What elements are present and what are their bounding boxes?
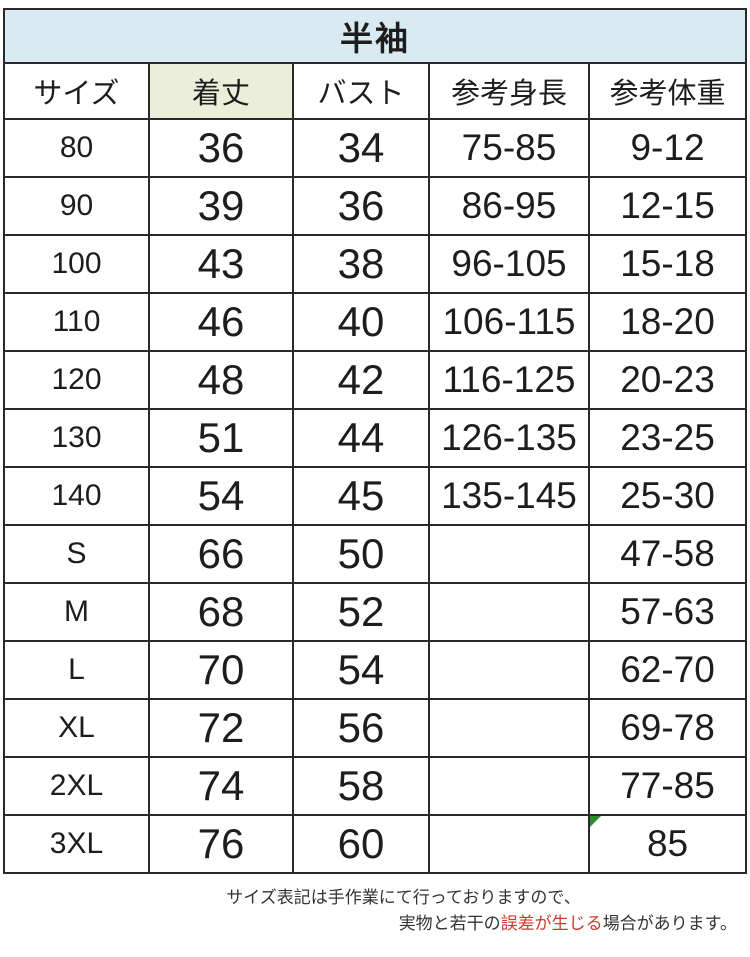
table-title-row: 半袖 bbox=[2, 8, 748, 64]
cell-height: 126-135 bbox=[428, 408, 590, 468]
cell-length: 74 bbox=[148, 756, 294, 816]
cell-height bbox=[428, 524, 590, 584]
cell-weight: 15-18 bbox=[587, 234, 748, 294]
cell-bust: 45 bbox=[292, 466, 430, 526]
table-row-80: 80 36 34 75-85 9-12 bbox=[3, 118, 748, 178]
cell-height bbox=[428, 640, 590, 700]
table-row-140: 140 54 45 135-145 25-30 bbox=[3, 466, 748, 526]
size-chart-table: 半袖 サイズ 着丈 バスト 参考身長 参考体重 80 36 34 75-85 9… bbox=[2, 8, 748, 874]
cell-weight: 20-23 bbox=[587, 350, 748, 410]
cell-weight: 23-25 bbox=[587, 408, 748, 468]
cell-bust: 52 bbox=[292, 582, 430, 642]
cell-bust: 42 bbox=[292, 350, 430, 410]
table-row-90: 90 39 36 86-95 12-15 bbox=[3, 176, 748, 236]
note-line-2-suffix: 場合があります。 bbox=[602, 914, 737, 933]
table-title: 半袖 bbox=[2, 8, 748, 64]
table-row-l: L 70 54 62-70 bbox=[3, 640, 748, 700]
cell-height bbox=[428, 756, 590, 816]
cell-height: 86-95 bbox=[428, 176, 590, 236]
cell-height bbox=[428, 582, 590, 642]
cell-size: 90 bbox=[3, 176, 150, 236]
cell-bust: 44 bbox=[292, 408, 430, 468]
cell-size: S bbox=[3, 524, 150, 584]
cell-size: XL bbox=[3, 698, 150, 758]
cell-weight: 57-63 bbox=[587, 582, 748, 642]
cell-length: 43 bbox=[148, 234, 294, 294]
cell-length: 66 bbox=[148, 524, 294, 584]
cell-size: 100 bbox=[3, 234, 150, 294]
table-row-2xl: 2XL 74 58 77-85 bbox=[3, 756, 748, 816]
table-row-130: 130 51 44 126-135 23-25 bbox=[3, 408, 748, 468]
cell-height bbox=[428, 814, 590, 874]
cell-weight: 9-12 bbox=[587, 118, 748, 178]
table-row-120: 120 48 42 116-125 20-23 bbox=[3, 350, 748, 410]
size-note: サイズ表記は手作業にて行っておりますので、 実物と若干の誤差が生じる場合がありま… bbox=[0, 885, 745, 937]
note-line-1: サイズ表記は手作業にて行っておりますので、 bbox=[226, 888, 581, 907]
cell-weight: 62-70 bbox=[587, 640, 748, 700]
cell-size: 110 bbox=[3, 292, 150, 352]
cell-weight: 12-15 bbox=[587, 176, 748, 236]
cell-height: 96-105 bbox=[428, 234, 590, 294]
cell-length: 46 bbox=[148, 292, 294, 352]
cell-height: 106-115 bbox=[428, 292, 590, 352]
cell-length: 54 bbox=[148, 466, 294, 526]
cell-weight: 25-30 bbox=[587, 466, 748, 526]
col-header-size: サイズ bbox=[3, 62, 150, 120]
cell-size: 140 bbox=[3, 466, 150, 526]
cell-bust: 38 bbox=[292, 234, 430, 294]
cell-bust: 58 bbox=[292, 756, 430, 816]
cell-length: 72 bbox=[148, 698, 294, 758]
cell-size: 80 bbox=[3, 118, 150, 178]
cell-length: 39 bbox=[148, 176, 294, 236]
note-line-2-prefix: 実物と若干の bbox=[398, 914, 501, 933]
table-row-100: 100 43 38 96-105 15-18 bbox=[3, 234, 748, 294]
cell-size: 2XL bbox=[3, 756, 150, 816]
cell-comment-marker-icon bbox=[591, 817, 601, 827]
cell-weight: 85 bbox=[587, 814, 748, 874]
cell-weight: 69-78 bbox=[587, 698, 748, 758]
table-row-m: M 68 52 57-63 bbox=[3, 582, 748, 642]
table-row-xl: XL 72 56 69-78 bbox=[3, 698, 748, 758]
table-row-s: S 66 50 47-58 bbox=[3, 524, 748, 584]
cell-bust: 56 bbox=[292, 698, 430, 758]
note-line-2: 実物と若干の誤差が生じる場合があります。 bbox=[0, 911, 745, 937]
cell-bust: 54 bbox=[292, 640, 430, 700]
cell-height: 75-85 bbox=[428, 118, 590, 178]
cell-bust: 34 bbox=[292, 118, 430, 178]
col-header-weight: 参考体重 bbox=[587, 62, 748, 120]
cell-length: 48 bbox=[148, 350, 294, 410]
cell-height: 135-145 bbox=[428, 466, 590, 526]
cell-length: 70 bbox=[148, 640, 294, 700]
cell-size: M bbox=[3, 582, 150, 642]
table-row-110: 110 46 40 106-115 18-20 bbox=[3, 292, 748, 352]
cell-bust: 60 bbox=[292, 814, 430, 874]
cell-weight: 77-85 bbox=[587, 756, 748, 816]
note-red-text: 誤差が生じる bbox=[500, 914, 603, 933]
cell-height bbox=[428, 698, 590, 758]
cell-bust: 50 bbox=[292, 524, 430, 584]
cell-weight: 18-20 bbox=[587, 292, 748, 352]
cell-size: L bbox=[3, 640, 150, 700]
table-row-3xl: 3XL 76 60 85 bbox=[3, 814, 748, 874]
cell-size: 120 bbox=[3, 350, 150, 410]
col-header-bust: バスト bbox=[292, 62, 430, 120]
table-header-row: サイズ 着丈 バスト 参考身長 参考体重 bbox=[3, 62, 748, 120]
cell-length: 51 bbox=[148, 408, 294, 468]
col-header-length: 着丈 bbox=[148, 62, 294, 120]
cell-length: 36 bbox=[148, 118, 294, 178]
col-header-height: 参考身長 bbox=[428, 62, 590, 120]
cell-height: 116-125 bbox=[428, 350, 590, 410]
cell-size: 130 bbox=[3, 408, 150, 468]
cell-bust: 36 bbox=[292, 176, 430, 236]
cell-weight: 47-58 bbox=[587, 524, 748, 584]
cell-length: 76 bbox=[148, 814, 294, 874]
cell-bust: 40 bbox=[292, 292, 430, 352]
cell-size: 3XL bbox=[3, 814, 150, 874]
cell-weight-value: 85 bbox=[646, 823, 689, 864]
cell-length: 68 bbox=[148, 582, 294, 642]
